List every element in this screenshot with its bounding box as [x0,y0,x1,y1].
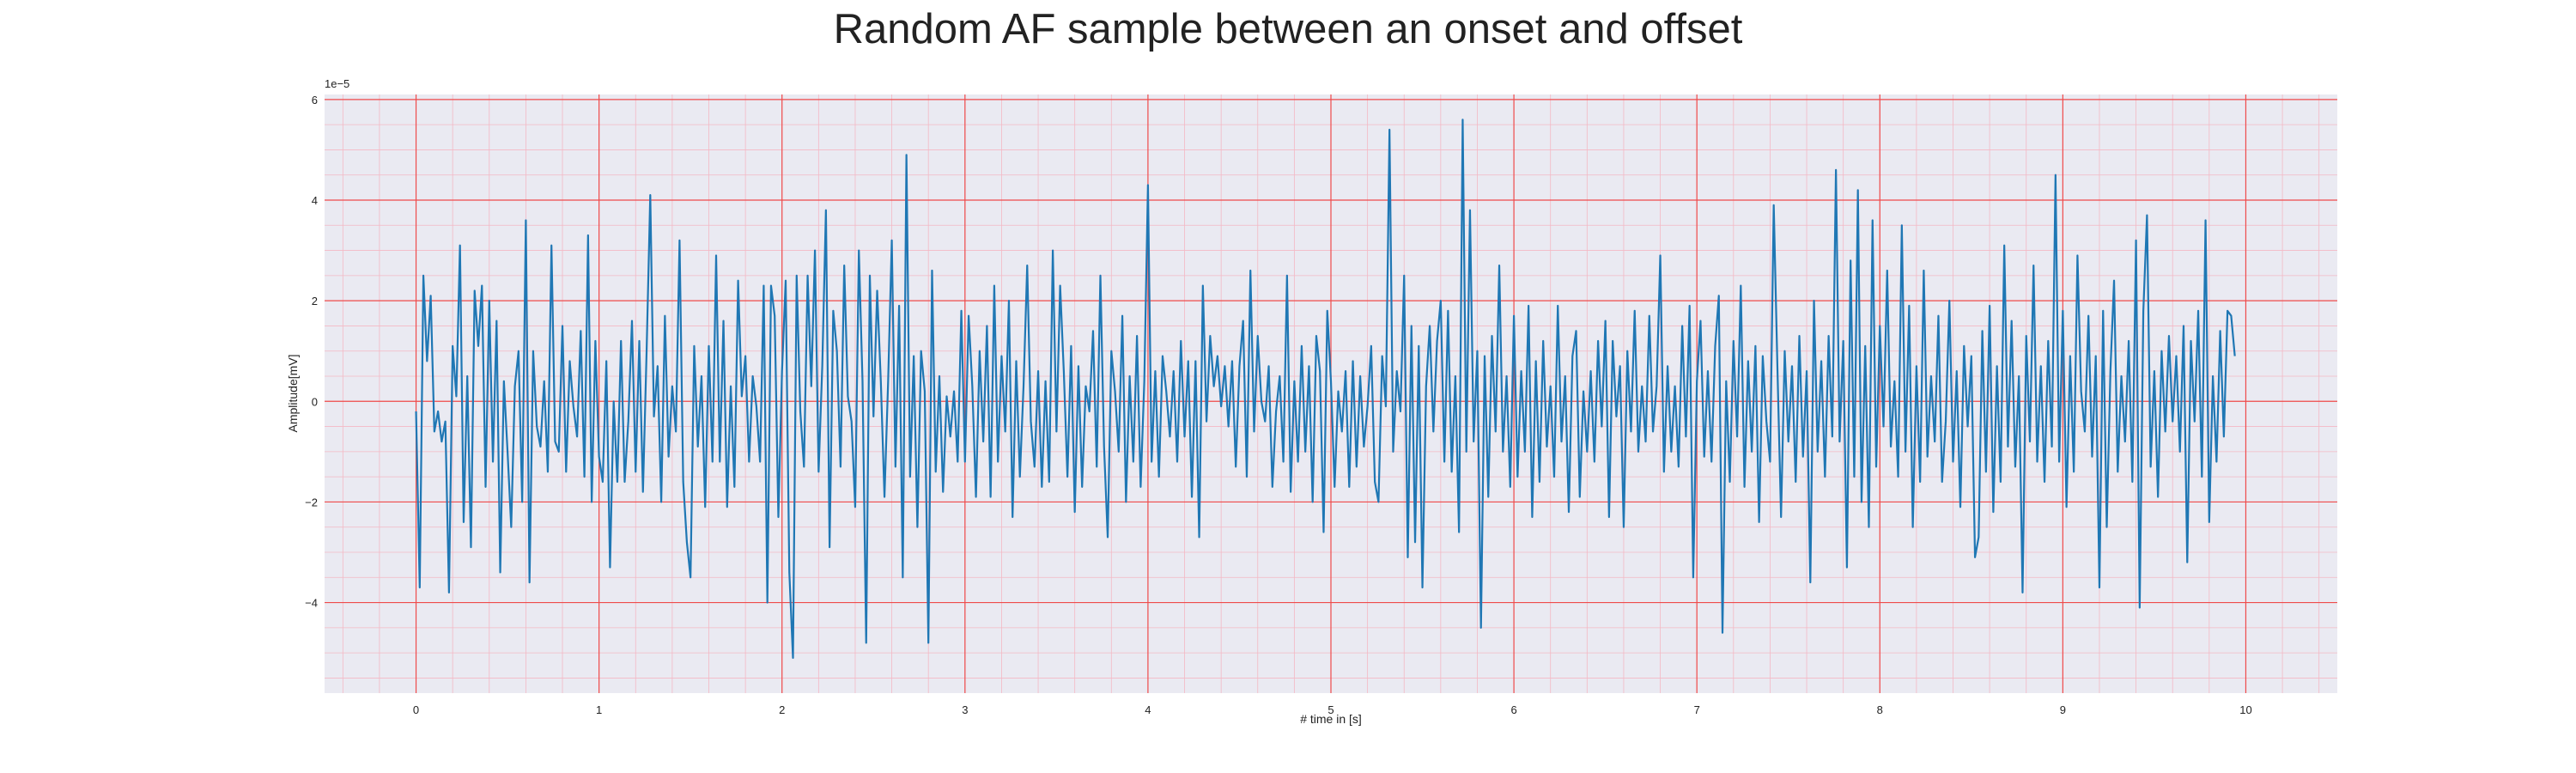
x-tick-label: 4 [1145,703,1151,716]
y-tick-label: 6 [312,94,318,107]
x-axis-label: # time in [s] [1300,712,1362,726]
x-tick-label: 10 [2239,703,2251,716]
x-tick-label: 9 [2060,703,2066,716]
x-tick-label: 6 [1510,703,1516,716]
x-tick-label: 5 [1327,703,1334,716]
x-tick-label: 3 [962,703,968,716]
x-tick-labels: 0 1 2 3 4 5 6 7 8 9 10 [413,703,2252,716]
x-tick-label: 0 [413,703,419,716]
y-tick-label: −2 [305,496,318,508]
y-tick-label: −4 [305,597,318,610]
series-line [415,119,2236,660]
y-tick-labels: −4 −2 0 2 4 6 [305,94,318,610]
chart-title: Random AF sample between an onset and of… [833,6,1743,52]
y-tick-label: 4 [312,194,318,207]
y-offset-label: 1e−5 [325,77,349,90]
x-tick-label: 1 [596,703,602,716]
x-tick-label: 7 [1694,703,1700,716]
x-tick-label: 2 [779,703,785,716]
y-tick-label: 2 [312,295,318,307]
x-tick-label: 8 [1877,703,1883,716]
y-axis-label: Amplitude[mV] [286,354,300,432]
y-tick-label: 0 [312,395,318,408]
